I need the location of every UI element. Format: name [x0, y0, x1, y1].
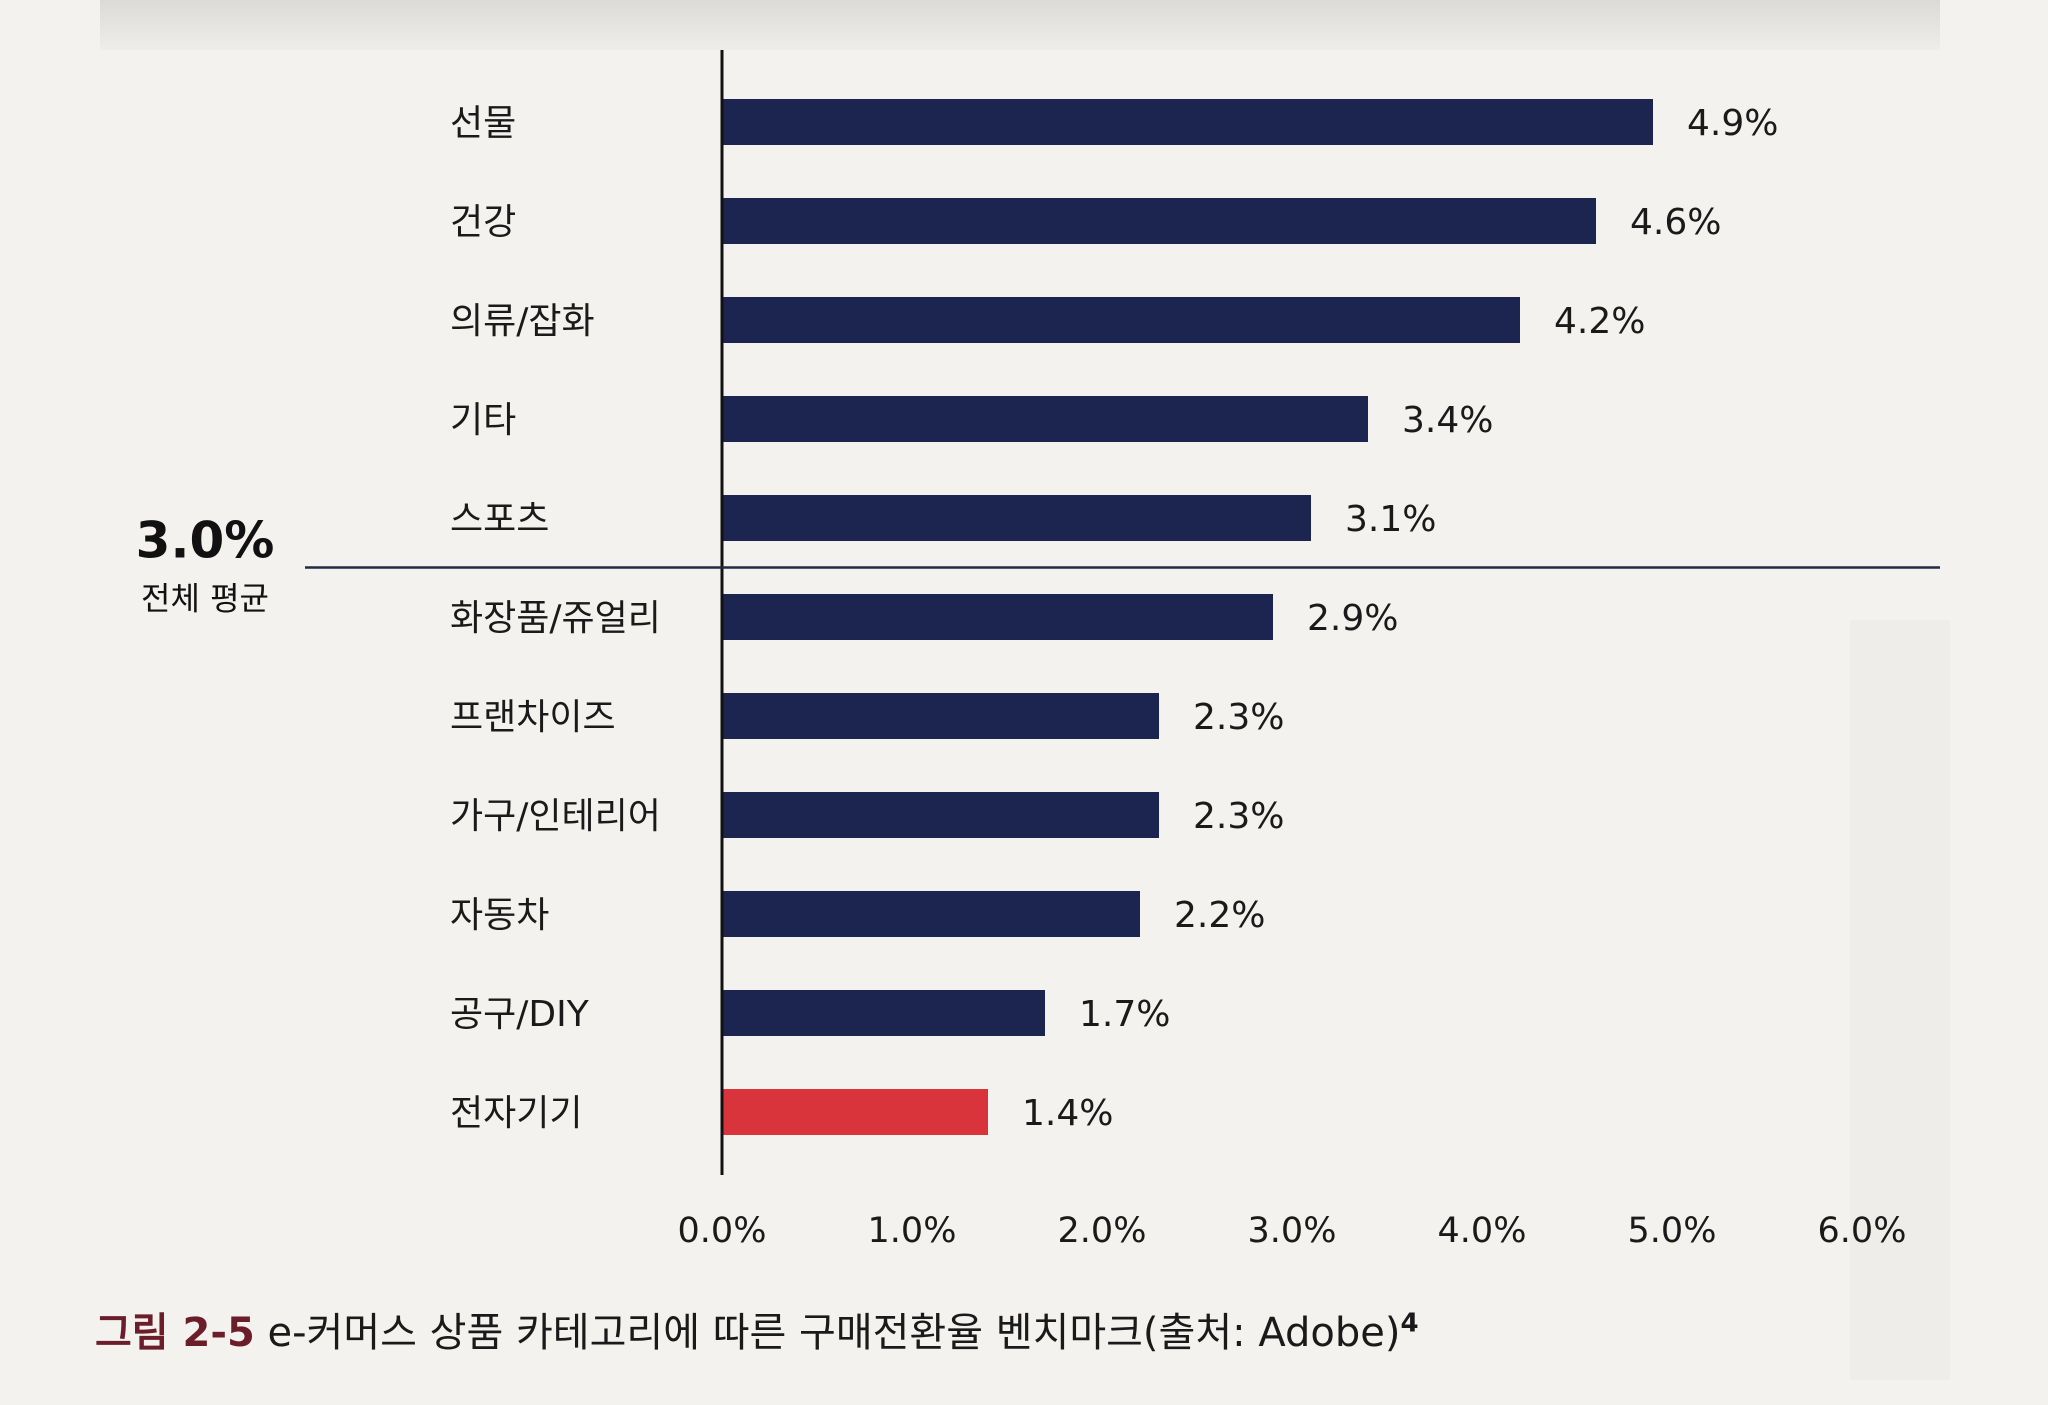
x-tick-label: 1.0%: [868, 1211, 957, 1251]
bar-chart: 선물건강의류/잡화기타스포츠화장품/쥬얼리프랜차이즈가구/인테리어자동차공구/D…: [136, 50, 1940, 1251]
category-label: 기타: [450, 400, 516, 441]
category-label: 건강: [450, 202, 516, 243]
bar: [722, 990, 1045, 1036]
category-label: 스포츠: [450, 499, 549, 540]
bar: [722, 693, 1159, 739]
x-tick-label: 0.0%: [678, 1211, 767, 1251]
figure-caption: 그림 2-5 e-커머스 상품 카테고리에 따른 구매전환율 벤치마크(출처: …: [95, 1300, 1419, 1358]
category-label: 자동차: [450, 895, 549, 936]
x-tick-label: 4.0%: [1438, 1211, 1527, 1251]
bar: [722, 1089, 988, 1135]
value-label: 4.6%: [1630, 202, 1721, 243]
figure-caption-label: 그림 2-5: [95, 1310, 255, 1356]
category-label: 전자기기: [450, 1093, 582, 1134]
bar: [722, 297, 1520, 343]
x-tick-label: 5.0%: [1628, 1211, 1717, 1251]
figure-caption-footnote-mark: 4: [1400, 1308, 1419, 1339]
category-label: 의류/잡화: [450, 301, 595, 342]
category-label: 선물: [450, 103, 516, 144]
average-value-label: 3.0%: [136, 512, 275, 570]
value-label: 2.9%: [1307, 598, 1398, 639]
page-shadow-top: [100, 0, 1940, 50]
value-label: 2.3%: [1193, 697, 1284, 738]
average-caption-label: 전체 평균: [141, 580, 269, 618]
value-label: 1.7%: [1079, 994, 1170, 1035]
figure-caption-text: e-커머스 상품 카테고리에 따른 구매전환율 벤치마크(출처: Adobe): [267, 1310, 1401, 1356]
value-label: 3.1%: [1345, 499, 1436, 540]
category-label: 공구/DIY: [450, 994, 590, 1035]
value-label: 2.2%: [1174, 895, 1265, 936]
value-label: 2.3%: [1193, 796, 1284, 837]
x-tick-label: 3.0%: [1248, 1211, 1337, 1251]
bars-layer: [722, 99, 1653, 1135]
page-shadow-right: [1850, 620, 1950, 1380]
bar: [722, 792, 1159, 838]
bar: [722, 495, 1311, 541]
value-label: 4.9%: [1687, 103, 1778, 144]
value-labels: 4.9% 4.6% 4.2% 3.4% 3.1% 2.9% 2.3% 2.3% 2.2% 1.7%…: [1022, 103, 1778, 1134]
x-axis-tick-labels: 0.0% 1.0% 2.0% 3.0% 4.0% 5.0% 6.0%: [678, 1211, 1907, 1251]
category-label: 가구/인테리어: [450, 796, 661, 837]
bar: [722, 99, 1653, 145]
category-label: 화장품/쥬얼리: [450, 598, 661, 639]
x-tick-label: 6.0%: [1818, 1211, 1907, 1251]
x-tick-label: 2.0%: [1058, 1211, 1147, 1251]
bar: [722, 198, 1596, 244]
bar: [722, 891, 1140, 937]
value-label: 3.4%: [1402, 400, 1493, 441]
category-labels: 선물건강의류/잡화기타스포츠화장품/쥬얼리프랜차이즈가구/인테리어자동차공구/D…: [450, 103, 661, 1134]
category-label: 프랜차이즈: [450, 697, 616, 738]
bar: [722, 396, 1368, 442]
value-label: 4.2%: [1554, 301, 1645, 342]
value-label: 1.4%: [1022, 1093, 1113, 1134]
bar: [722, 594, 1273, 640]
